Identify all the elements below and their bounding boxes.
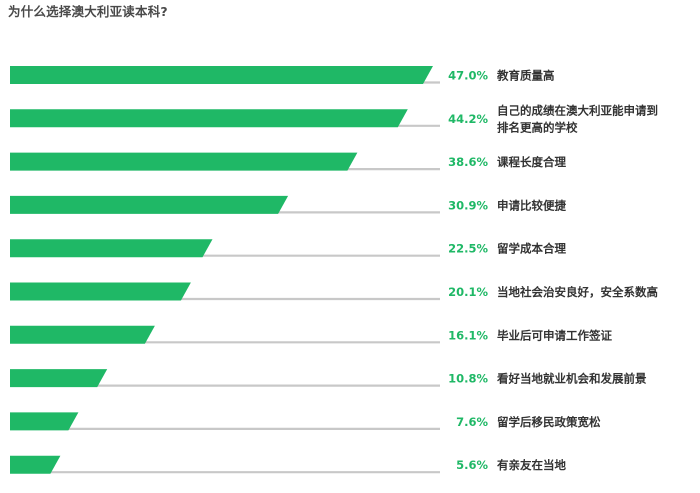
category-label: 申请比较便捷 [497,198,566,212]
bar [10,282,191,301]
category-label: 当地社会治安良好，安全系数高 [497,285,658,299]
bar [10,152,358,171]
value-label: 7.6% [456,415,488,429]
category-label: 教育质量高 [496,69,555,83]
category-label: 毕业后可申请工作签证 [497,328,612,342]
chart-title: 为什么选择澳大利亚读本科? [8,4,168,19]
value-label: 22.5% [448,242,488,256]
category-label: 课程长度合理 [497,155,566,169]
category-label: 留学后移民政策宽松 [497,415,601,429]
bar [10,66,433,84]
category-label: 自己的成绩在澳大利亚能申请到 [497,103,658,117]
category-label: 留学成本合理 [497,242,566,256]
bar [10,412,79,431]
value-label: 47.0% [448,69,488,83]
value-label: 44.2% [448,112,488,126]
bar [10,195,289,214]
category-label: 有亲友在当地 [497,458,566,472]
value-label: 5.6% [456,458,488,472]
category-label: 看好当地就业机会和发展前景 [496,372,647,386]
category-label: 排名更高的学校 [497,120,578,134]
value-label: 38.6% [448,155,488,169]
bar [10,455,61,474]
bar [10,239,213,258]
value-label: 20.1% [448,285,488,299]
bar [10,325,155,344]
value-label: 30.9% [448,198,488,212]
bar [10,369,108,388]
value-label: 16.1% [448,328,488,342]
value-label: 10.8% [448,372,488,386]
bar [10,109,408,128]
